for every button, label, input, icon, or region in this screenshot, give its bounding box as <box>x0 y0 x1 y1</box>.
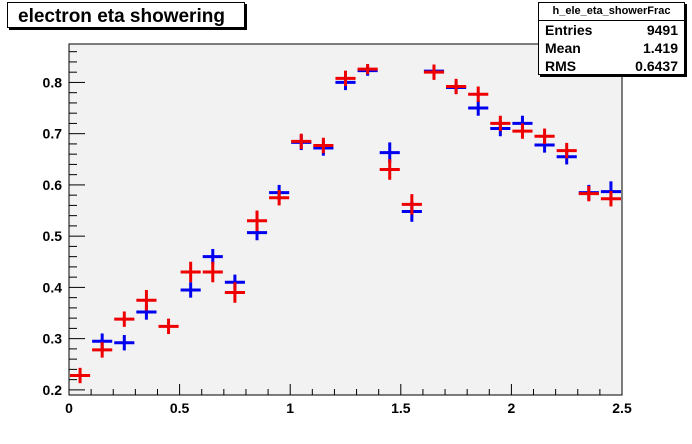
x-tick-label: 0 <box>65 400 73 416</box>
x-tick-label: 1 <box>286 400 294 416</box>
data-point <box>291 133 312 150</box>
y-tick-label: 0.5 <box>43 228 63 244</box>
data-point <box>578 185 599 202</box>
data-point <box>379 159 400 180</box>
data-point <box>357 63 378 75</box>
data-point <box>180 261 201 283</box>
data-point <box>556 142 577 159</box>
y-tick-label: 0.3 <box>43 331 63 347</box>
data-point <box>92 342 113 358</box>
y-tick-label: 0.4 <box>43 279 63 295</box>
chart-title-box: electron eta showering <box>7 2 245 28</box>
x-tick-label: 2 <box>508 400 516 416</box>
data-point <box>313 137 334 154</box>
stats-rms-value: 0.6437 <box>635 58 678 74</box>
chart-title: electron eta showering <box>18 6 225 27</box>
stats-row-entries: Entries 9491 <box>539 21 684 39</box>
data-point <box>269 190 290 206</box>
stats-rms-label: RMS <box>545 58 577 74</box>
stats-row-mean: Mean 1.419 <box>539 39 684 57</box>
stats-entries-label: Entries <box>545 22 593 38</box>
data-point <box>468 86 489 102</box>
data-point <box>246 210 268 232</box>
data-point <box>224 282 245 303</box>
stats-row-rms: RMS 0.6437 <box>539 57 684 75</box>
data-point <box>114 335 135 351</box>
data-point <box>490 115 511 132</box>
data-point <box>600 191 621 207</box>
data-series-2 <box>70 63 621 384</box>
y-tick-label: 0.6 <box>43 177 63 193</box>
y-tick-label: 0.8 <box>43 74 63 90</box>
x-tick-label: 0.5 <box>170 400 190 416</box>
stats-box: h_ele_eta_showerFrac Entries 9491 Mean 1… <box>538 2 685 75</box>
x-tick-label: 2.5 <box>612 400 632 416</box>
data-point <box>468 100 489 116</box>
data-point <box>158 318 179 335</box>
stats-mean-label: Mean <box>545 40 581 56</box>
data-point <box>180 282 201 298</box>
plot-area <box>68 43 623 396</box>
stats-mean-value: 1.419 <box>642 40 678 56</box>
data-point <box>114 311 135 327</box>
stats-entries-value: 9491 <box>646 22 678 38</box>
data-point <box>446 78 467 95</box>
stats-histogram-name: h_ele_eta_showerFrac <box>539 3 684 21</box>
y-tick-label: 0.7 <box>43 126 63 142</box>
data-point <box>70 367 91 384</box>
data-point <box>202 261 223 283</box>
data-point <box>401 194 422 215</box>
data-point <box>534 128 555 144</box>
data-point <box>512 123 533 139</box>
y-tick-label: 0.2 <box>43 382 63 398</box>
x-tick-label: 1.5 <box>391 400 411 416</box>
data-point <box>335 70 356 87</box>
data-point <box>423 64 445 80</box>
data-point <box>136 289 157 311</box>
